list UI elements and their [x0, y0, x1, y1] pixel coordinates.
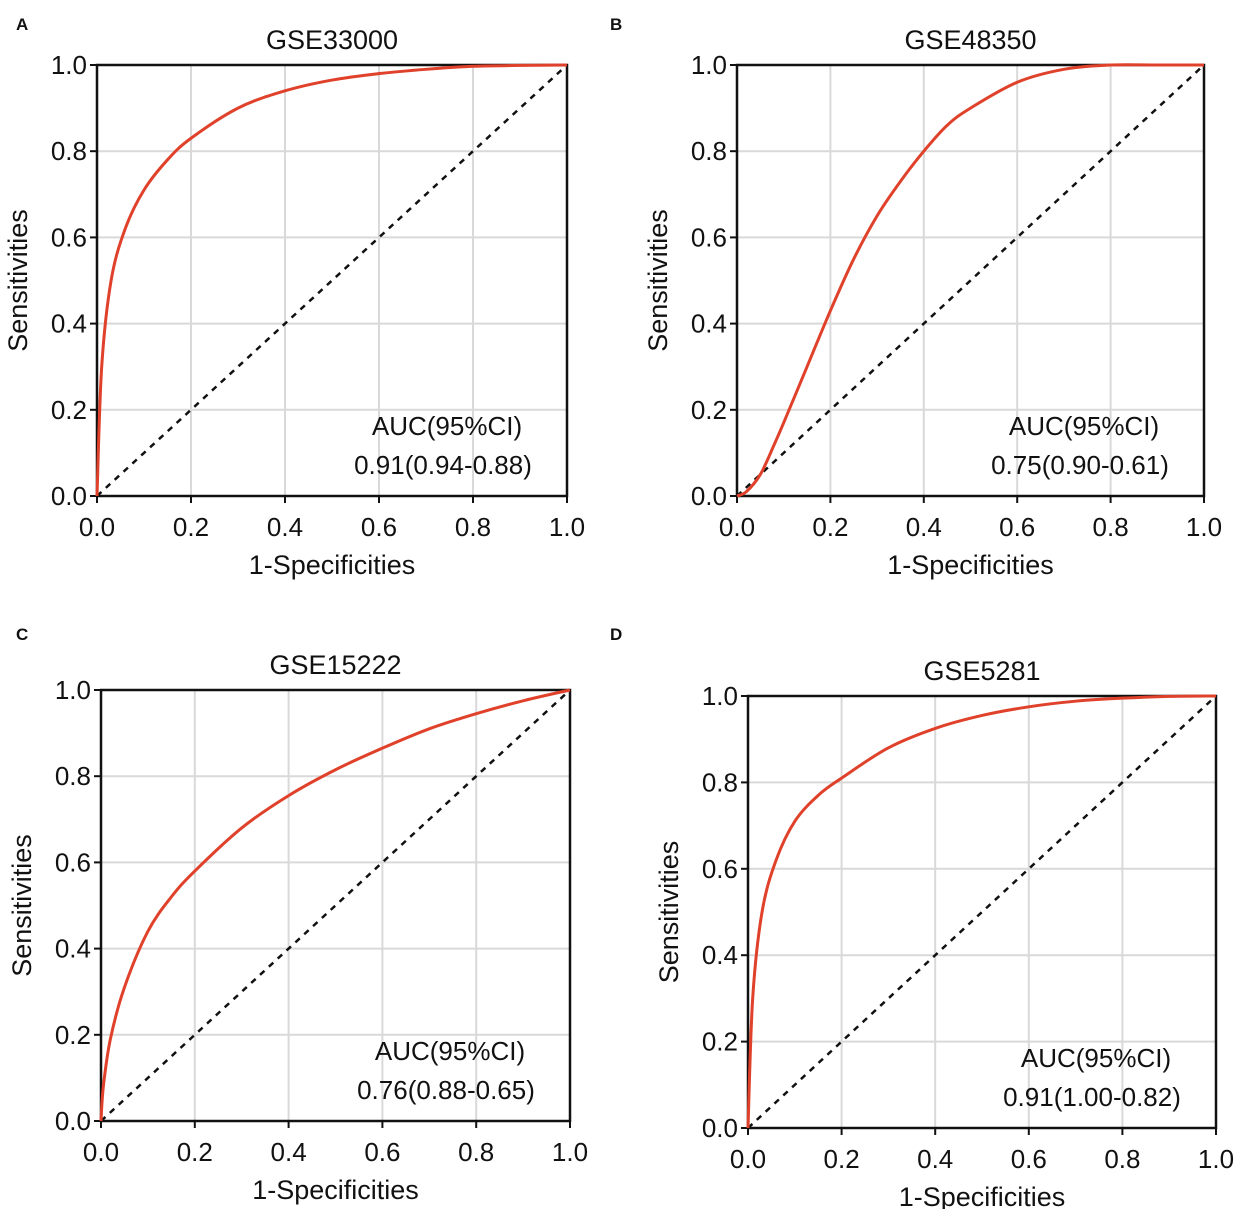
roc-panel-b: B 0.0 0.2 0.4 0.6 0.8 1.0 0.0 0.2 0.4 0.6 0.8 1.0 GSE… [610, 15, 1222, 580]
y-tick-label: 1.0 [55, 675, 91, 705]
x-tick-label: 0.6 [1011, 1144, 1047, 1174]
x-tick-label: 0.0 [719, 512, 755, 542]
chart-title: GSE5281 [923, 656, 1040, 686]
x-tick-label: 0.8 [455, 512, 491, 542]
y-tick-label: 0.8 [51, 136, 87, 166]
chart-title: GSE15222 [269, 650, 401, 680]
plot-frame [746, 694, 1218, 1130]
y-tick-label: 0.4 [55, 934, 91, 964]
y-axis-label: Sensitivities [7, 834, 37, 977]
x-tick-label: 0.0 [79, 512, 115, 542]
roc-curve-line [99, 688, 571, 1122]
x-tick-label: 0.4 [267, 512, 303, 542]
y-tick-label: 0.0 [691, 481, 727, 511]
auc-label: AUC(95%CI) [372, 411, 522, 441]
reference-diagonal-line [96, 64, 568, 497]
panel-letter: B [610, 15, 622, 34]
y-tick-label: 0.8 [702, 767, 738, 797]
x-axis-label: 1-Specificities [899, 1182, 1066, 1209]
x-tick-label: 0.6 [361, 512, 397, 542]
x-tick-label: 0.8 [458, 1137, 494, 1167]
panel-letter: D [610, 625, 622, 644]
y-tick-label: 0.0 [702, 1113, 738, 1143]
auc-value: 0.76(0.88-0.65) [357, 1075, 535, 1105]
y-tick-label: 0.2 [55, 1020, 91, 1050]
y-tick-label: 0.6 [55, 847, 91, 877]
plot-frame [95, 63, 569, 498]
y-tick-label: 0.6 [691, 222, 727, 252]
x-tick-label: 0.2 [173, 512, 209, 542]
roc-curve-line [95, 63, 568, 497]
auc-value: 0.91(0.94-0.88) [354, 450, 532, 480]
auc-label: AUC(95%CI) [1021, 1043, 1171, 1073]
x-tick-label: 0.8 [1093, 512, 1129, 542]
auc-value: 0.75(0.90-0.61) [991, 450, 1169, 480]
x-tick-label: 0.2 [177, 1137, 213, 1167]
plot-frame [99, 688, 572, 1123]
auc-label: AUC(95%CI) [375, 1036, 525, 1066]
x-tick-label: 0.4 [917, 1144, 953, 1174]
x-axis-label: 1-Specificities [252, 1175, 419, 1205]
x-axis-label: 1-Specificities [887, 550, 1054, 580]
y-tick-label: 0.4 [702, 940, 738, 970]
x-tick-label: 0.4 [271, 1137, 307, 1167]
reference-diagonal-line [100, 689, 571, 1122]
roc-curve-line [746, 694, 1217, 1129]
x-tick-label: 0.2 [824, 1144, 860, 1174]
y-axis-label: Sensitivities [654, 841, 684, 984]
y-tick-label: 1.0 [691, 50, 727, 80]
chart-title: GSE33000 [266, 25, 398, 55]
roc-panel-c: C 0.0 0.2 0.4 0.6 0.8 1.0 0.0 0.2 0.4 0.6 0.8 1.0 GSE… [7, 625, 588, 1205]
x-tick-label: 1.0 [1198, 1144, 1234, 1174]
y-axis-label: Sensitivities [643, 209, 673, 352]
panel-letter: C [16, 625, 28, 644]
roc-panel-d: D 0.0 0.2 0.4 0.6 0.8 1.0 0.0 0.2 0.4 0.6 0.8 1.0 GSE… [610, 625, 1234, 1209]
y-tick-label: 0.6 [51, 222, 87, 252]
reference-diagonal-line [736, 64, 1205, 497]
chart-title: GSE48350 [904, 25, 1036, 55]
y-tick-label: 1.0 [702, 681, 738, 711]
auc-label: AUC(95%CI) [1009, 411, 1159, 441]
x-tick-label: 0.4 [906, 512, 942, 542]
x-tick-label: 1.0 [549, 512, 585, 542]
x-tick-label: 1.0 [1186, 512, 1222, 542]
x-tick-label: 1.0 [552, 1137, 588, 1167]
reference-diagonal-line [747, 695, 1217, 1129]
y-tick-label: 0.2 [51, 395, 87, 425]
x-tick-label: 0.0 [730, 1144, 766, 1174]
y-tick-label: 0.2 [691, 395, 727, 425]
plot-frame [735, 63, 1206, 498]
y-tick-label: 0.4 [691, 309, 727, 339]
x-tick-label: 0.6 [364, 1137, 400, 1167]
x-tick-label: 0.2 [812, 512, 848, 542]
panel-letter: A [16, 15, 28, 34]
auc-value: 0.91(1.00-0.82) [1003, 1082, 1181, 1112]
y-axis-label: Sensitivities [3, 209, 33, 352]
y-tick-label: 0.4 [51, 309, 87, 339]
y-tick-label: 0.0 [55, 1106, 91, 1136]
x-tick-label: 0.0 [83, 1137, 119, 1167]
y-tick-label: 0.8 [691, 136, 727, 166]
x-axis-label: 1-Specificities [249, 550, 416, 580]
x-tick-label: 0.8 [1104, 1144, 1140, 1174]
y-tick-label: 1.0 [51, 50, 87, 80]
y-tick-label: 0.6 [702, 854, 738, 884]
y-tick-label: 0.2 [702, 1027, 738, 1057]
x-tick-label: 0.6 [999, 512, 1035, 542]
y-tick-label: 0.0 [51, 481, 87, 511]
y-tick-label: 0.8 [55, 761, 91, 791]
roc-curve-line [736, 63, 1204, 498]
roc-panel-a: A 0.0 0.2 0.4 0.6 0.8 1.0 0.0 0.2 0.4 0.6 0.8 1.0 GSE… [3, 15, 585, 580]
